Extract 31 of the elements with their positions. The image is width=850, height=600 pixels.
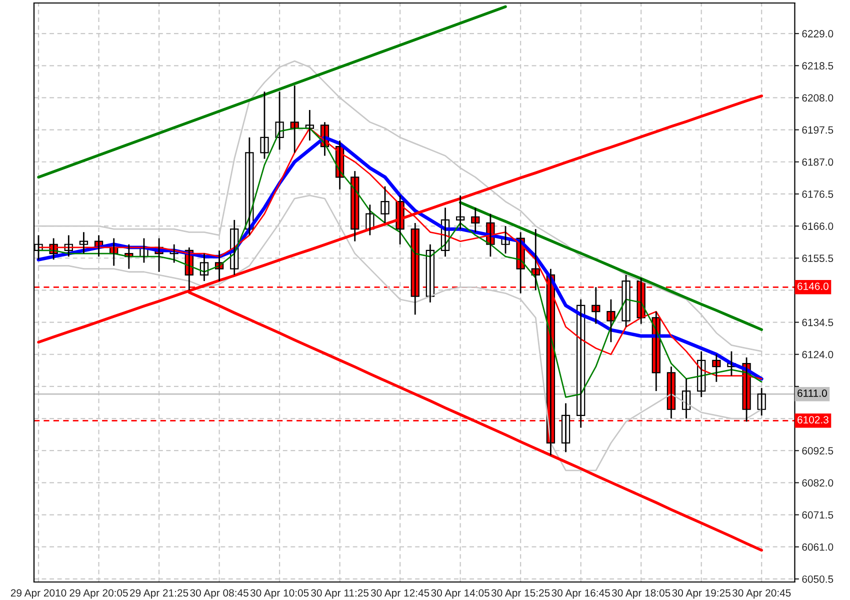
x-tick-label: 30 Apr 19:25: [672, 589, 730, 599]
x-tick-label: 30 Apr 16:45: [552, 589, 610, 599]
x-tick-label: 30 Apr 18:05: [612, 589, 670, 599]
x-tick-label: 30 Apr 20:45: [732, 589, 791, 599]
x-tick-label: 29 Apr 2010: [10, 589, 66, 599]
y-tick-label: 6155.5: [802, 254, 834, 262]
y-tick-label: 6082.0: [802, 479, 834, 487]
x-tick-label: 30 Apr 11:25: [311, 589, 369, 599]
ref-line-label: 6111.0: [798, 390, 827, 397]
y-tick-label: 6176.5: [802, 190, 834, 198]
y-tick-label: 6124.0: [802, 350, 834, 358]
y-tick-label: 6197.5: [802, 126, 834, 134]
ref-line-label: 6102.3: [798, 416, 828, 424]
y-tick-label: 6092.5: [802, 447, 834, 454]
y-tick-label: 6218.5: [802, 62, 834, 70]
y-tick-label: 6050.5: [802, 575, 834, 583]
x-tick-label: 30 Apr 12:45: [370, 589, 430, 599]
y-tick-label: 6134.5: [802, 318, 834, 326]
x-tick-label: 30 Apr 15:25: [491, 589, 550, 599]
x-tick-label: 30 Apr 14:05: [431, 589, 490, 599]
x-tick-label: 30 Apr 08:45: [190, 589, 248, 599]
x-tick-label: 29 Apr 21:25: [130, 589, 188, 599]
y-tick-label: 6166.0: [802, 222, 834, 230]
y-tick-label: 6187.0: [802, 158, 834, 166]
y-tick-label: 6071.5: [802, 511, 834, 519]
ref-line-label: 6146.0: [798, 282, 828, 290]
y-tick-label: 6061.0: [802, 543, 834, 551]
y-tick-label: 6208.0: [802, 94, 834, 102]
x-tick-label: 29 Apr 20:05: [70, 589, 128, 599]
y-tick-label: 6229.0: [802, 30, 834, 38]
x-tick-label: 30 Apr 10:05: [250, 589, 309, 599]
